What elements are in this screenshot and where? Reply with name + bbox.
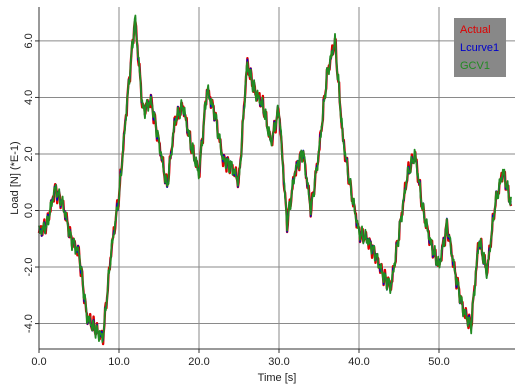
plot-area xyxy=(39,7,515,349)
x-tick-label-5: 50.0 xyxy=(428,356,449,368)
y-tick-label-3: 2.0 xyxy=(23,146,35,161)
x-tick-label-2: 20.0 xyxy=(188,356,209,368)
legend-entry-actual: Actual xyxy=(460,24,491,36)
y-tick-label-0: -4.0 xyxy=(23,314,35,333)
legend-entry-lcurve1: Lcurve1 xyxy=(460,42,499,54)
tick-labels: 0.0 10.0 20.0 30.0 40.0 50.0 -4.0 -2.0 0.0 2.0 4.0… xyxy=(23,33,450,368)
x-axis-label: Time [s] xyxy=(258,372,297,384)
axes xyxy=(35,7,515,353)
y-tick-label-1: -2.0 xyxy=(23,258,35,277)
x-tick-label-1: 10.0 xyxy=(108,356,129,368)
y-axis-label: Load [N] (*E-1) xyxy=(9,141,21,214)
y-tick-label-5: 6.0 xyxy=(23,33,35,48)
series-line-gcv1 xyxy=(38,14,512,343)
y-tick-label-4: 4.0 xyxy=(23,90,35,105)
x-tick-label-4: 40.0 xyxy=(348,356,369,368)
x-tick-label-0: 0.0 xyxy=(31,356,46,368)
x-tick-label-3: 30.0 xyxy=(268,356,289,368)
legend: Actual Lcurve1 GCV1 xyxy=(454,18,506,77)
series-group xyxy=(37,14,513,346)
legend-background xyxy=(454,18,506,77)
y-tick-label-2: 0.0 xyxy=(23,203,35,218)
legend-entry-gcv1: GCV1 xyxy=(460,60,490,72)
